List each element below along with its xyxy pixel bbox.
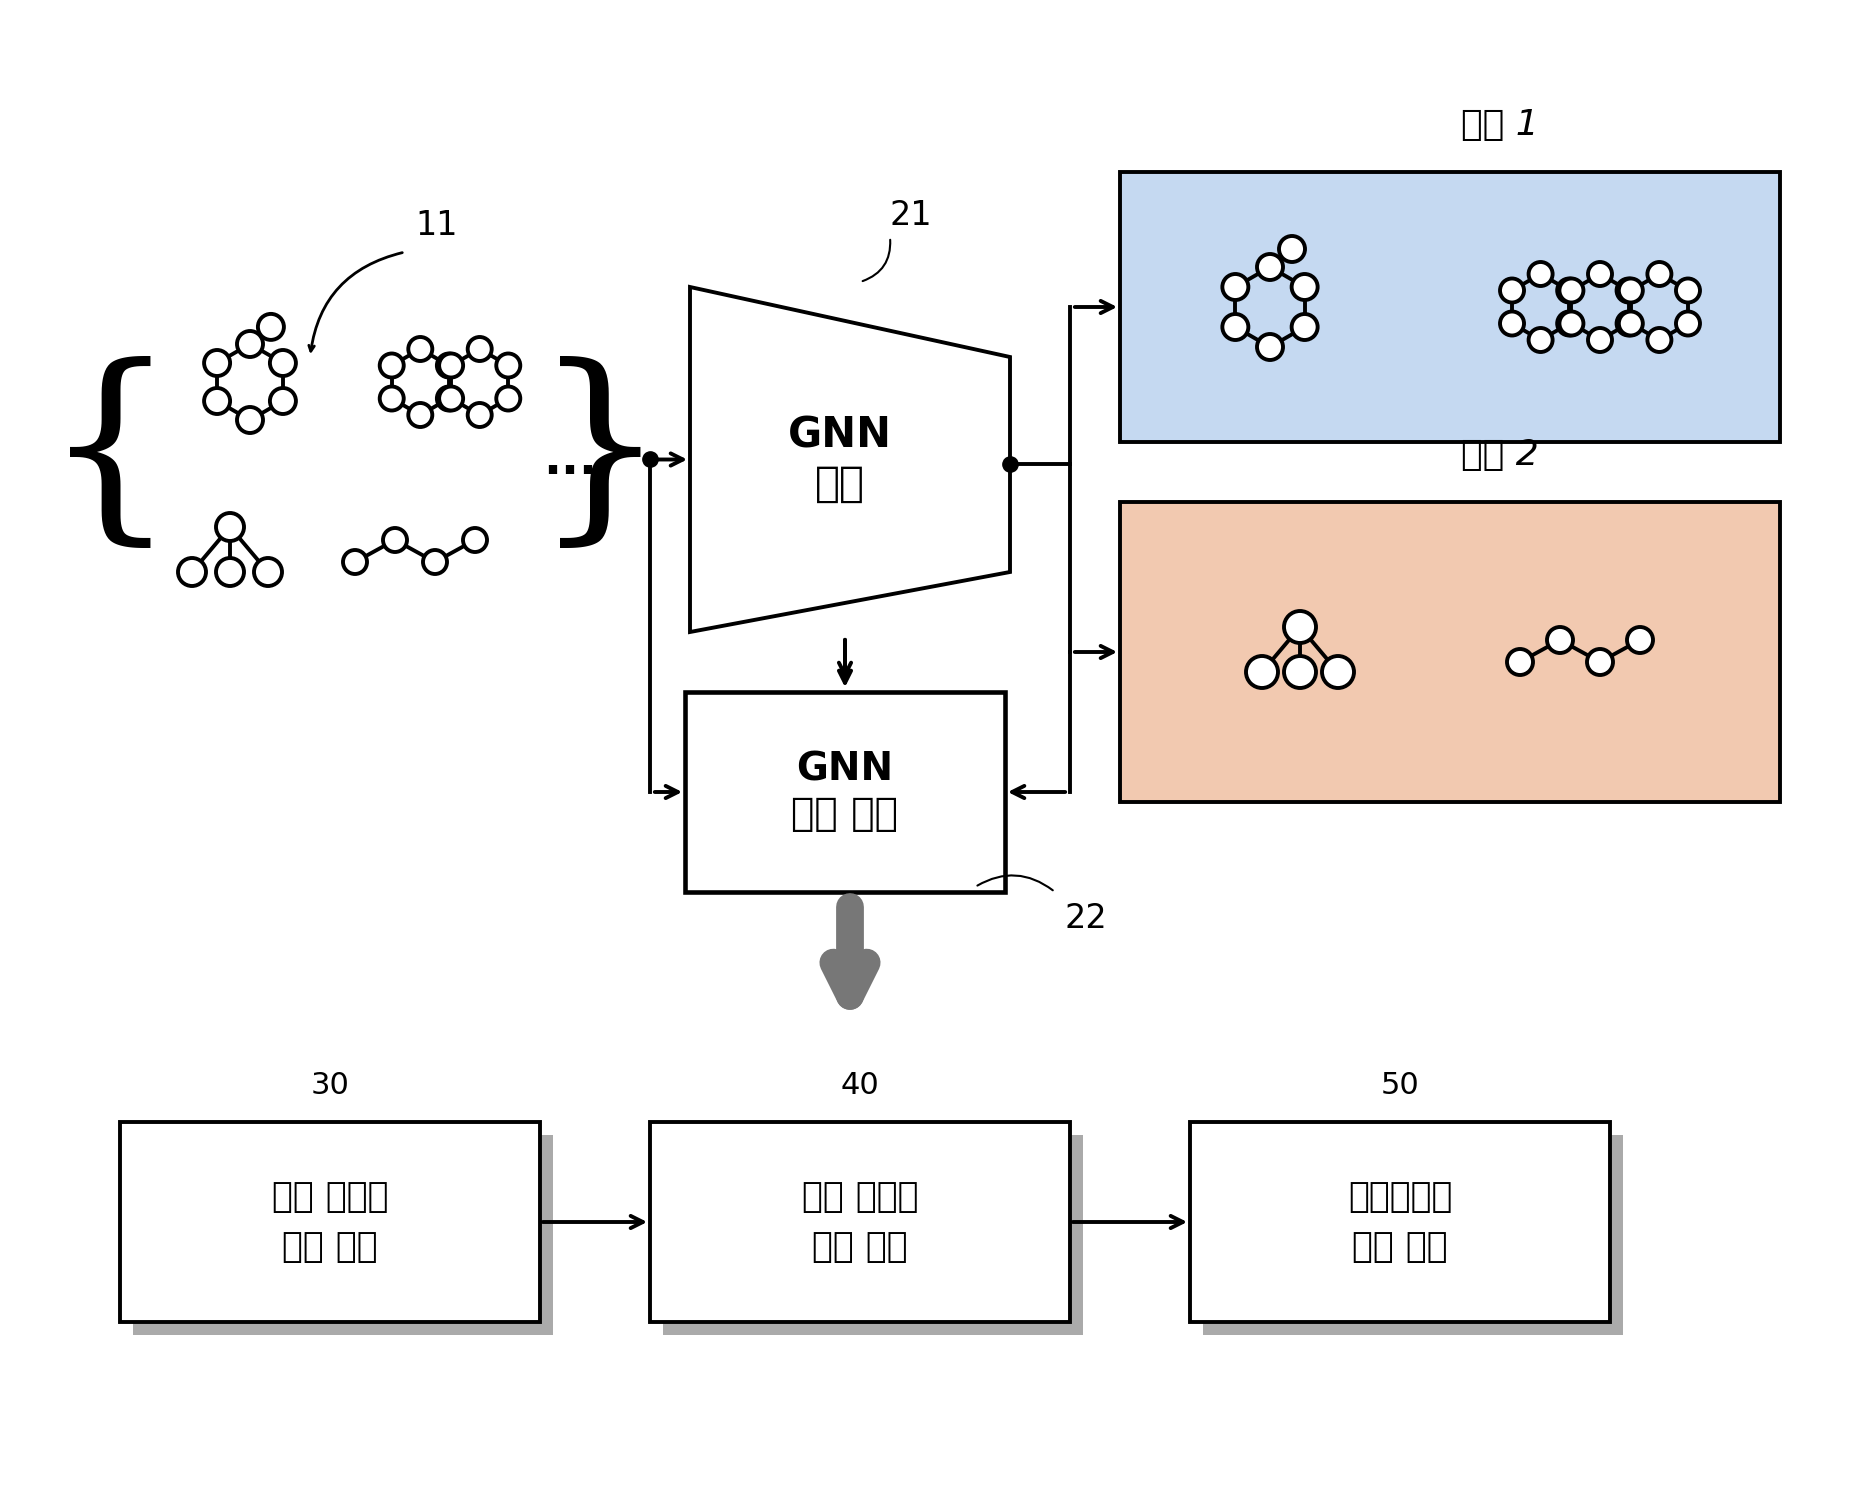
Circle shape [380, 353, 404, 377]
Text: }: } [534, 356, 667, 557]
Text: 50: 50 [1380, 1071, 1419, 1099]
Circle shape [408, 403, 432, 427]
Circle shape [1588, 327, 1612, 351]
Text: 21: 21 [889, 198, 932, 231]
Circle shape [1557, 311, 1581, 335]
Circle shape [237, 330, 263, 357]
Text: 유형 그래프
획득 모달: 유형 그래프 획득 모달 [272, 1181, 389, 1265]
FancyBboxPatch shape [686, 692, 1004, 892]
Circle shape [178, 559, 206, 586]
Circle shape [463, 529, 487, 553]
FancyBboxPatch shape [133, 1136, 552, 1335]
Circle shape [497, 353, 521, 377]
Circle shape [254, 559, 282, 586]
Circle shape [1588, 261, 1612, 285]
Circle shape [1223, 273, 1249, 300]
Circle shape [1547, 626, 1573, 653]
Circle shape [1506, 649, 1532, 674]
Circle shape [1256, 333, 1282, 360]
Circle shape [1560, 278, 1584, 302]
Circle shape [217, 514, 245, 541]
Text: 22: 22 [1065, 903, 1108, 936]
Circle shape [271, 350, 296, 376]
Circle shape [439, 386, 463, 410]
Text: 서브 그래프
획득 모달: 서브 그래프 획득 모달 [802, 1181, 919, 1265]
Circle shape [1245, 656, 1279, 688]
Circle shape [1292, 314, 1317, 339]
Circle shape [1647, 327, 1671, 351]
Circle shape [1284, 611, 1316, 643]
Circle shape [343, 550, 367, 574]
FancyBboxPatch shape [1119, 173, 1781, 442]
Circle shape [467, 403, 491, 427]
Circle shape [380, 386, 404, 410]
FancyBboxPatch shape [650, 1122, 1069, 1322]
Circle shape [1675, 278, 1699, 302]
Circle shape [1279, 236, 1305, 261]
Circle shape [467, 336, 491, 360]
Text: 유형 2: 유형 2 [1462, 439, 1538, 472]
Circle shape [204, 350, 230, 376]
Circle shape [258, 314, 284, 339]
Circle shape [1616, 278, 1640, 302]
Text: 유형 1: 유형 1 [1462, 108, 1538, 143]
Circle shape [1647, 261, 1671, 285]
Circle shape [1256, 254, 1282, 279]
Circle shape [1501, 311, 1523, 335]
Circle shape [1560, 311, 1584, 335]
Circle shape [1284, 656, 1316, 688]
Circle shape [1321, 656, 1355, 688]
Text: 40: 40 [841, 1071, 880, 1099]
Circle shape [1620, 278, 1644, 302]
Circle shape [1223, 314, 1249, 339]
Text: 11: 11 [415, 209, 458, 242]
Circle shape [497, 386, 521, 410]
FancyBboxPatch shape [663, 1136, 1082, 1335]
Circle shape [422, 550, 447, 574]
FancyBboxPatch shape [1203, 1136, 1623, 1335]
Circle shape [437, 353, 461, 377]
Circle shape [1501, 278, 1523, 302]
Text: GNN
모델: GNN 모델 [788, 415, 891, 505]
Text: {: { [44, 356, 176, 557]
FancyBboxPatch shape [1190, 1122, 1610, 1322]
Circle shape [1627, 626, 1653, 653]
Circle shape [1616, 311, 1640, 335]
Circle shape [1675, 311, 1699, 335]
Text: GNN
해석 장치: GNN 해석 장치 [791, 751, 899, 834]
Circle shape [271, 388, 296, 415]
Circle shape [439, 353, 463, 377]
Text: ...: ... [543, 440, 597, 485]
Circle shape [408, 336, 432, 360]
Polygon shape [689, 287, 1010, 632]
Text: 프로토타입
획득 모달: 프로토타입 획득 모달 [1347, 1181, 1453, 1265]
Circle shape [1529, 327, 1553, 351]
FancyBboxPatch shape [120, 1122, 539, 1322]
Circle shape [217, 559, 245, 586]
Circle shape [1529, 261, 1553, 285]
Circle shape [1292, 273, 1317, 300]
Circle shape [437, 386, 461, 410]
Circle shape [384, 529, 408, 553]
FancyBboxPatch shape [1119, 502, 1781, 802]
Text: 30: 30 [311, 1071, 350, 1099]
Circle shape [204, 388, 230, 415]
Circle shape [1620, 311, 1644, 335]
Circle shape [1557, 278, 1581, 302]
Circle shape [237, 407, 263, 433]
Circle shape [1586, 649, 1612, 674]
